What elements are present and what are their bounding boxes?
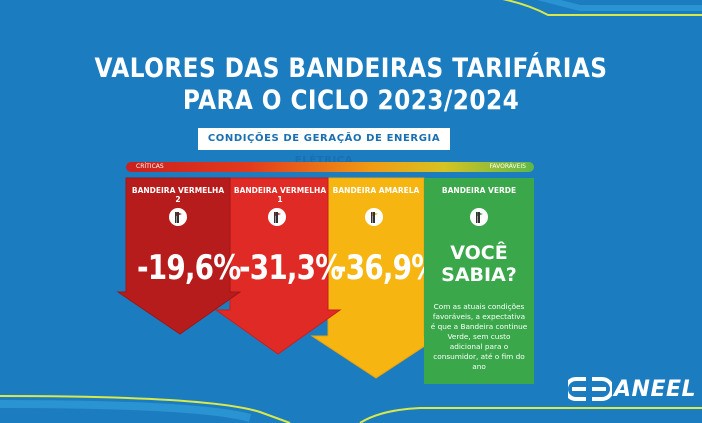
card-yellow-title: BANDEIRA AMARELA <box>332 186 420 195</box>
aneel-logo-text: ANEEL <box>614 377 697 402</box>
conditions-label: CONDIÇÕES DE GERAÇÃO DE ENERGIA ELÉTRICA <box>198 128 450 166</box>
aneel-logo-icon <box>568 377 612 401</box>
green-note: Com as atuais condições favoráveis, a ex… <box>430 302 528 371</box>
did-you-know-line-1: VOCÊ <box>450 242 508 264</box>
scale-critical-label: CRÍTICAS <box>136 163 164 170</box>
card-yellow-value: -36,9% <box>335 248 439 288</box>
card-green-title: BANDEIRA VERDE <box>441 186 517 195</box>
card-red-1-value: -31,3% <box>239 248 343 288</box>
scale-favorable-label: FAVORÁVEIS <box>489 163 526 170</box>
page-title-line-2: PARA O CICLO 2023/2024 <box>182 85 520 116</box>
card-red-2-title: BANDEIRA VERMELHA 2 <box>131 186 225 204</box>
flag-icon <box>365 208 383 226</box>
arrow-red-1 <box>214 177 342 355</box>
page-title-line-1: VALORES DAS BANDEIRAS TARIFÁRIAS <box>94 53 608 84</box>
aneel-logo: ANEEL <box>568 374 698 404</box>
conditions-scale-bar: CRÍTICAS FAVORÁVEIS <box>126 162 534 172</box>
card-red-2-value: -19,6% <box>137 248 241 288</box>
card-green: BANDEIRA VERDE VOCÊ SABIA? Com as atuais… <box>424 178 534 384</box>
did-you-know-line-2: SABIA? <box>441 264 517 286</box>
flag-icon <box>268 208 286 226</box>
did-you-know-heading: VOCÊ SABIA? <box>424 242 534 286</box>
flag-icon <box>470 208 488 226</box>
flag-icon <box>169 208 187 226</box>
arrow-red-2 <box>116 177 242 335</box>
card-red-1-title: BANDEIRA VERMELHA 1 <box>233 186 327 204</box>
